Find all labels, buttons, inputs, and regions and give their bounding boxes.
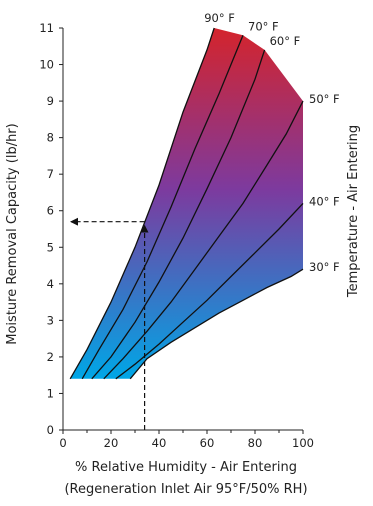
y-tick-label-8: 8 [47, 131, 54, 145]
y-tick-label-4: 4 [47, 277, 54, 291]
y-tick-label-11: 11 [39, 21, 54, 35]
temperature-curves [69, 27, 304, 380]
y-axis-title: Moisture Removal Capacity (lb/hr) [5, 123, 20, 344]
curve-line-3 [103, 100, 304, 380]
x-tick-label-0: 0 [59, 436, 66, 450]
curve-line-4 [115, 202, 304, 380]
curve-label-3: 50° F [309, 92, 340, 106]
y-tick-label-6: 6 [47, 204, 54, 218]
x-axis-subtitle: (Regeneration Inlet Air 95°F/50% RH) [64, 482, 307, 497]
y-tick-label-3: 3 [47, 313, 54, 327]
capacity-envelope [70, 28, 303, 379]
curve-line-0 [69, 27, 215, 380]
y-tick-label-9: 9 [47, 94, 54, 108]
curve-label-2: 60° F [270, 34, 301, 48]
x-tick-label-2: 40 [152, 436, 167, 450]
curve-label-1: 70° F [248, 19, 279, 33]
curve-line-2 [91, 49, 266, 380]
axis-ticks: 0 20 40 60 80 100 0 1 2 3 4 5 6 7 8 9 10 11 [39, 21, 314, 450]
x-tick-label-5: 100 [292, 436, 314, 450]
curve-line-1 [81, 35, 244, 380]
y-tick-label-5: 5 [47, 240, 54, 254]
x-tick-label-3: 60 [200, 436, 215, 450]
right-axis-title: Temperature - Air Entering [346, 125, 361, 298]
x-tick-label-4: 80 [248, 436, 263, 450]
y-tick-label-1: 1 [47, 386, 54, 400]
curve-label-4: 40° F [309, 194, 340, 208]
y-tick-label-0: 0 [47, 423, 54, 437]
curve-label-0: 90° F [204, 11, 235, 25]
x-axis-title: % Relative Humidity - Air Entering [75, 460, 297, 475]
y-tick-label-7: 7 [47, 167, 54, 181]
y-tick-label-2: 2 [47, 350, 54, 364]
x-tick-label-1: 20 [104, 436, 119, 450]
curve-line-5 [129, 268, 304, 380]
curve-label-5: 30° F [309, 260, 340, 274]
example-reading [70, 217, 149, 430]
y-tick-label-10: 10 [39, 58, 54, 72]
curve-labels: 90° F 70° F60° F 50° F 40° F 30° F [204, 11, 339, 274]
